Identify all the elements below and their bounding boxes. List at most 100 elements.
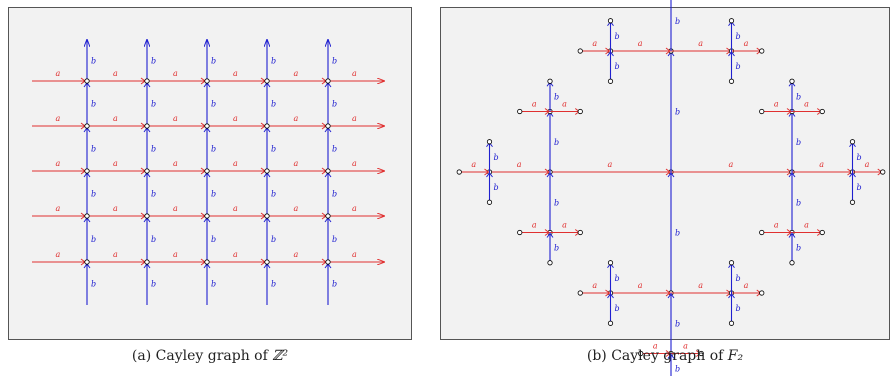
- b-edge-label: b: [554, 138, 559, 147]
- graph-vertex: [849, 139, 856, 145]
- b-edge-label: b: [332, 280, 337, 289]
- a-arrow-head: [665, 350, 671, 357]
- b-edge-label: b: [271, 190, 276, 199]
- a-edge-label: a: [608, 160, 613, 169]
- graph-vertex: [144, 123, 150, 129]
- b-edge-label: b: [796, 138, 801, 147]
- graph-vertex: [517, 229, 523, 236]
- graph-vertex: [204, 259, 210, 265]
- caption-f2: (b) Cayley graph of F₂: [440, 348, 890, 364]
- a-edge-label: a: [294, 114, 299, 123]
- b-arrow-head: [849, 172, 856, 178]
- b-edge-label: b: [796, 92, 801, 101]
- b-edge-label: b: [736, 32, 741, 41]
- graph-vertex: [607, 260, 614, 266]
- caption-z2-text: (a) Cayley graph of: [131, 348, 273, 364]
- graph-vertex: [789, 260, 795, 266]
- graph-vertex: [577, 48, 583, 54]
- a-edge-label: a: [294, 69, 299, 78]
- b-edge-label: b: [151, 145, 156, 154]
- b-edge-label: b: [211, 100, 216, 109]
- a-edge-label: a: [113, 114, 118, 123]
- cayley-graph-z2-panel: [8, 7, 412, 340]
- b-edge-label: b: [211, 145, 216, 154]
- a-edge-label: a: [233, 250, 238, 259]
- b-edge-label: b: [554, 198, 559, 207]
- z2-graph: a a a a a a a a a a a a a a a a a a a a a a a a a a a a a a b b b b b b b b b b…: [32, 40, 384, 305]
- graph-vertex: [325, 259, 331, 265]
- b-arrow-head: [728, 293, 735, 299]
- a-arrow-head: [665, 289, 671, 297]
- a-edge-label: a: [744, 281, 749, 290]
- b-edge-label: b: [857, 153, 862, 162]
- a-edge-label: a: [638, 281, 643, 290]
- a-edge-label: a: [294, 250, 299, 259]
- graph-vertex: [517, 108, 523, 115]
- b-edge-label: b: [796, 198, 801, 207]
- b-edge-label: b: [615, 274, 620, 283]
- graph-vertex: [486, 139, 493, 145]
- b-edge-label: b: [91, 235, 96, 244]
- a-edge-label: a: [352, 159, 357, 168]
- graph-vertex: [204, 213, 210, 219]
- graph-vertex: [325, 123, 331, 129]
- b-edge-label: b: [151, 57, 156, 66]
- b-arrow-head: [667, 172, 675, 178]
- graph-vertex: [204, 123, 210, 129]
- a-edge-label: a: [532, 221, 537, 230]
- a-arrow-head: [786, 108, 792, 115]
- a-edge-label: a: [592, 39, 597, 48]
- a-edge-label: a: [819, 160, 824, 169]
- a-edge-label: a: [653, 342, 658, 351]
- b-arrow-head: [546, 172, 554, 178]
- graph-vertex: [144, 78, 150, 84]
- b-edge-label: b: [494, 183, 499, 192]
- b-arrow-head: [667, 353, 675, 359]
- a-edge-label: a: [173, 250, 178, 259]
- b-edge-label: b: [675, 17, 680, 26]
- b-edge-label: b: [211, 280, 216, 289]
- graph-vertex: [264, 213, 270, 219]
- b-edge-label: b: [675, 365, 680, 374]
- graph-vertex: [264, 78, 270, 84]
- a-edge-label: a: [638, 39, 643, 48]
- a-arrow-head: [605, 289, 611, 297]
- a-arrow-head: [605, 47, 611, 55]
- a-edge-label: a: [744, 39, 749, 48]
- caption-f2-math: F₂: [727, 348, 744, 364]
- a-arrow-head: [544, 168, 550, 176]
- graph-vertex: [325, 168, 331, 174]
- b-arrow-head: [607, 293, 614, 299]
- b-edge-label: b: [91, 145, 96, 154]
- b-edge-label: b: [151, 190, 156, 199]
- b-edge-label: b: [151, 100, 156, 109]
- graph-vertex: [607, 78, 614, 84]
- graph-vertex: [789, 78, 795, 84]
- b-edge-label: b: [675, 108, 680, 117]
- graph-vertex: [819, 229, 825, 236]
- a-edge-label: a: [865, 160, 870, 169]
- b-edge-label: b: [332, 100, 337, 109]
- a-edge-label: a: [56, 159, 61, 168]
- b-edge-label: b: [91, 100, 96, 109]
- a-edge-label: a: [56, 114, 61, 123]
- a-edge-label: a: [113, 250, 118, 259]
- graph-vertex: [456, 169, 462, 175]
- b-edge-label: b: [675, 229, 680, 238]
- b-edge-label: b: [211, 235, 216, 244]
- a-edge-label: a: [804, 100, 809, 109]
- b-edge-label: b: [151, 280, 156, 289]
- a-edge-label: a: [774, 221, 779, 230]
- graph-vertex: [264, 168, 270, 174]
- a-edge-label: a: [352, 250, 357, 259]
- b-edge-label: b: [151, 235, 156, 244]
- a-edge-label: a: [294, 204, 299, 213]
- a-arrow-head: [544, 108, 550, 115]
- b-arrow-head: [728, 51, 735, 57]
- b-edge-label: b: [211, 190, 216, 199]
- b-arrow-head: [667, 293, 675, 299]
- a-edge-label: a: [233, 204, 238, 213]
- b-arrow-head: [546, 232, 554, 238]
- a-edge-label: a: [804, 221, 809, 230]
